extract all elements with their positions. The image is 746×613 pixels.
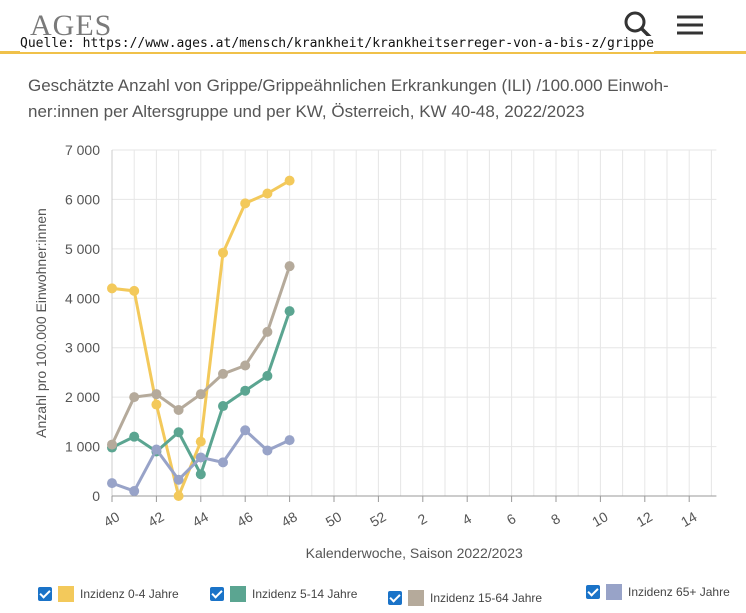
data-point-series-4 <box>173 474 184 485</box>
data-point-series-2 <box>240 385 251 396</box>
legend-swatch <box>58 586 74 602</box>
legend-item-4[interactable]: Inzidenz 65+ Jahre <box>586 582 730 602</box>
x-tick-label: 50 <box>323 508 345 530</box>
data-point-series-3 <box>262 326 273 337</box>
legend-checkbox[interactable] <box>210 587 224 601</box>
data-point-series-3 <box>195 389 206 400</box>
data-point-series-1 <box>129 285 140 296</box>
data-point-series-1 <box>284 175 295 186</box>
legend-label: Inzidenz 0-4 Jahre <box>80 587 179 601</box>
data-point-series-3 <box>129 392 140 403</box>
x-tick-label: 2 <box>415 510 430 528</box>
data-point-series-2 <box>284 306 295 317</box>
x-axis-title: Kalenderwoche, Saison 2022/2023 <box>306 545 523 561</box>
data-point-series-2 <box>129 431 140 442</box>
data-point-series-2 <box>173 427 184 438</box>
x-tick-label: 46 <box>234 508 256 530</box>
data-point-series-3 <box>107 439 117 450</box>
data-point-series-4 <box>151 444 162 455</box>
data-point-series-3 <box>284 261 295 272</box>
data-point-series-3 <box>151 389 162 400</box>
legend-label: Inzidenz 5-14 Jahre <box>252 587 358 601</box>
y-tick-label: 3 000 <box>65 340 100 356</box>
x-tick-label: 10 <box>589 508 611 530</box>
x-tick-label: 42 <box>145 508 167 530</box>
source-caption: Quelle: https://www.ages.at/mensch/krank… <box>20 36 654 52</box>
data-point-series-1 <box>173 491 184 501</box>
data-point-series-1 <box>262 188 273 199</box>
chart-title: Geschätzte Anzahl von Grippe/Grippeähnli… <box>28 76 669 121</box>
legend-label: Inzidenz 65+ Jahre <box>628 585 730 599</box>
data-point-series-1 <box>240 198 251 209</box>
x-tick-label: 8 <box>548 510 563 528</box>
legend-item-2[interactable]: Inzidenz 5-14 Jahre <box>210 584 357 604</box>
data-point-series-2 <box>262 370 273 381</box>
data-point-series-2 <box>218 401 228 412</box>
x-tick-label: 6 <box>504 510 519 528</box>
data-point-series-4 <box>195 452 206 463</box>
y-tick-label: 4 000 <box>65 290 100 306</box>
data-point-series-1 <box>107 283 117 294</box>
data-point-series-1 <box>218 247 228 258</box>
legend-checkbox[interactable] <box>388 591 402 605</box>
x-tick-label: 40 <box>101 508 123 530</box>
x-tick-label: 48 <box>278 508 300 530</box>
data-point-series-4 <box>129 486 140 497</box>
data-point-series-2 <box>195 469 206 480</box>
y-axis-title: Anzahl pro 100.000 Einwohner:innen <box>33 208 49 438</box>
data-point-series-4 <box>284 435 295 446</box>
menu-button[interactable] <box>674 10 706 40</box>
y-tick-label: 6 000 <box>65 191 100 207</box>
data-point-series-4 <box>218 457 228 468</box>
data-point-series-1 <box>195 436 206 447</box>
y-tick-label: 0 <box>92 488 100 504</box>
x-tick-label: 12 <box>634 508 656 530</box>
legend-item-3[interactable]: Inzidenz 15-64 Jahre <box>388 588 542 608</box>
hamburger-menu-icon <box>677 15 703 35</box>
header-accent-line <box>0 51 746 54</box>
x-tick-label: 4 <box>459 510 474 528</box>
legend-swatch <box>230 586 246 602</box>
data-point-series-4 <box>262 445 273 456</box>
data-point-series-3 <box>173 404 184 415</box>
x-tick-label: 52 <box>367 508 389 530</box>
legend-swatch <box>606 584 622 600</box>
x-tick-label: 14 <box>678 508 700 530</box>
site-header: AGES Quelle: https://www.ages.at/mensch/… <box>0 0 746 54</box>
data-point-series-1 <box>151 399 162 410</box>
legend-item-1[interactable]: Inzidenz 0-4 Jahre <box>38 584 179 604</box>
data-point-series-3 <box>240 360 251 371</box>
y-tick-label: 5 000 <box>65 241 100 257</box>
y-tick-label: 1 000 <box>65 439 100 455</box>
x-tick-label: 44 <box>190 508 212 530</box>
data-point-series-3 <box>218 368 228 379</box>
legend-checkbox[interactable] <box>586 585 600 599</box>
y-tick-label: 7 000 <box>65 142 100 158</box>
data-point-series-4 <box>107 478 117 489</box>
legend-swatch <box>408 590 424 606</box>
y-tick-label: 2 000 <box>65 389 100 405</box>
legend-label: Inzidenz 15-64 Jahre <box>430 591 543 605</box>
data-point-series-4 <box>240 425 251 436</box>
legend-checkbox[interactable] <box>38 587 52 601</box>
